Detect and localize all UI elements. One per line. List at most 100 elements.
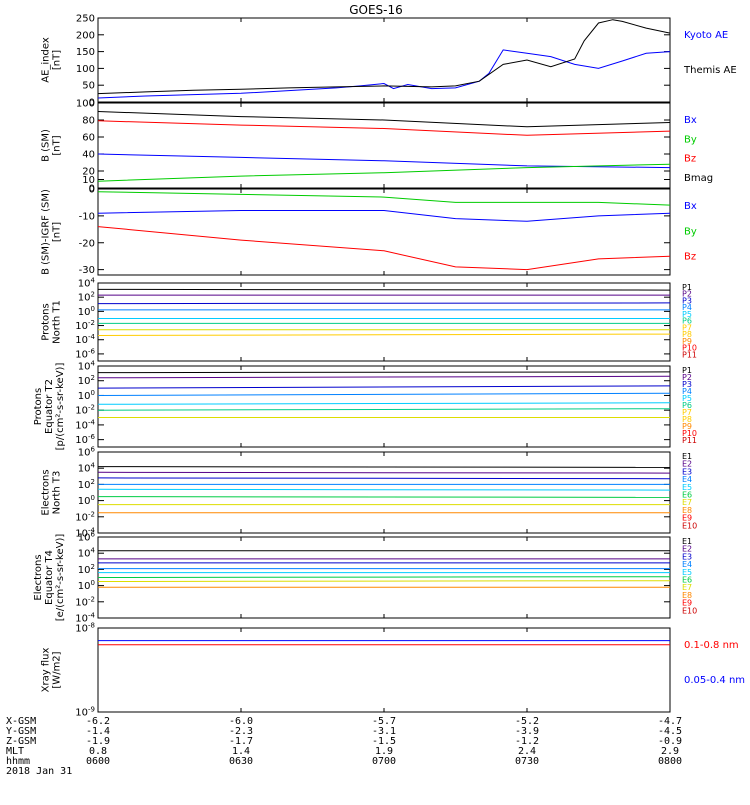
y-axis-label: B (SM) [41,129,52,162]
legend-entry: E10 [682,521,697,530]
y-axis-label: [e/(cm²-s-sr-keV)] [55,534,66,622]
y-axis-label: [nT] [52,135,63,155]
legend-entry: E7 [682,498,692,507]
y-axis-label: [nT] [52,50,63,70]
series-line-bx [97,153,671,169]
y-axis-label: Equator T2 [44,379,55,434]
legend-entry: Kyoto AE [684,30,728,41]
legend-entry: E7 [682,583,692,592]
legend-entry: P7 [682,408,692,417]
y-tick-label: 10-4 [75,612,95,625]
legend-entry: P11 [682,350,697,359]
legend-entry: P8 [682,330,692,339]
series-line-bz [97,120,671,136]
panel-7: 10-4 10-2 100 102 104 106 Electrons Equator T4[… [33,531,697,625]
y-tick-label: 150 [76,47,95,58]
series-line-by [97,191,671,206]
legend-entry: Bz [684,154,696,165]
y-tick-label: 10-4 [75,527,95,540]
y-tick-label: 106 [78,531,96,544]
x-axis-value: 0600 [86,756,110,767]
x-axis-value: -1.5 [372,736,396,747]
y-tick-label: 10-9 [75,706,95,719]
panel-3: -30 -20 -10 0 B (SM)-IGRF (SM) [nT] Bx By Bz [41,185,697,277]
x-axis-value: -5.2 [515,716,539,727]
legend-entry: P3 [682,296,692,305]
y-axis-label: [W/m2] [52,651,63,688]
series-line-e3 [97,477,671,480]
legend-entry: E4 [682,475,692,484]
y-tick-label: 100 [78,494,95,507]
y-axis-label: B (SM)-IGRF (SM) [41,189,52,275]
series-line-e6 [97,496,671,498]
y-tick-label: 102 [78,291,95,304]
y-axis-label: North T1 [52,300,63,344]
x-axis-value: 0700 [372,756,396,767]
y-axis-label: Xray flux [41,648,52,693]
legend-entry: E1 [682,452,692,461]
series-line-p3 [97,302,671,305]
series-line-themis-ae [97,19,671,95]
legend-entry: E6 [682,491,692,500]
x-axis-row-label: Y-GSM [6,726,36,737]
series-line-p5 [97,402,671,405]
x-axis-value: -4.7 [658,716,682,727]
series-line-p2 [97,375,671,379]
series-line-bz [97,226,671,271]
legend-entry: P9 [682,422,692,431]
y-axis-label: North T3 [52,471,63,515]
y-tick-label: 104 [78,277,96,290]
y-tick-label: 104 [78,462,96,475]
series-line-kyoto-ae [97,49,671,99]
panel-1: 0 50 100 150 200 250 AE_index [nT] Kyoto AE Themi… [41,14,737,109]
legend-entry: P7 [682,323,692,332]
legend-entry: P11 [682,436,697,445]
legend-entry: E1 [682,537,692,546]
y-tick-label: 50 [82,81,95,92]
x-axis-value: -6.2 [86,716,110,727]
series-line-e1 [97,466,671,468]
y-tick-label: 10-2 [75,595,95,608]
y-tick-label: 10-2 [75,404,95,417]
y-tick-label: 80 [82,116,95,127]
x-axis-value: 1.4 [232,746,250,757]
y-tick-label: 100 [78,389,95,402]
y-axis-label: Electrons [41,469,52,515]
y-tick-label: 102 [78,374,95,387]
y-tick-label: 10-8 [75,622,95,635]
legend-entry: Bx [684,115,697,126]
y-tick-label: 60 [82,133,95,144]
y-tick-label: 40 [82,150,95,161]
legend-entry: P3 [682,380,692,389]
series-line-p3 [97,385,671,389]
x-axis-value: -5.7 [372,716,396,727]
y-tick-label: 100 [76,64,95,75]
y-axis-label: [p/(cm²-s-sr-keV)] [55,363,66,451]
x-axis-value: -4.5 [658,726,682,737]
legend-entry: By [684,134,697,145]
legend-entry: Themis AE [683,65,737,76]
legend-entry: Bx [684,201,697,212]
legend-entry: E9 [682,514,692,523]
y-tick-label: 100 [76,99,95,110]
panel-frame [97,17,671,103]
legend-entry: E4 [682,560,692,569]
y-tick-label: 0 [89,184,95,195]
legend-entry: 0.1-0.8 nm [684,640,739,651]
x-axis-value: 0800 [658,756,682,767]
x-axis-row-label: hhmm [6,756,30,767]
y-tick-label: 10-2 [75,319,95,332]
y-tick-label: -20 [79,238,95,249]
y-tick-label: 102 [78,478,95,491]
y-tick-label: 10-6 [75,433,95,446]
series-line-p1 [97,371,671,374]
legend-entry: E8 [682,506,692,515]
panel-frame [97,102,671,189]
y-tick-label: 102 [78,563,95,576]
legend-entry: P9 [682,337,692,346]
y-tick-label: 100 [78,579,95,592]
